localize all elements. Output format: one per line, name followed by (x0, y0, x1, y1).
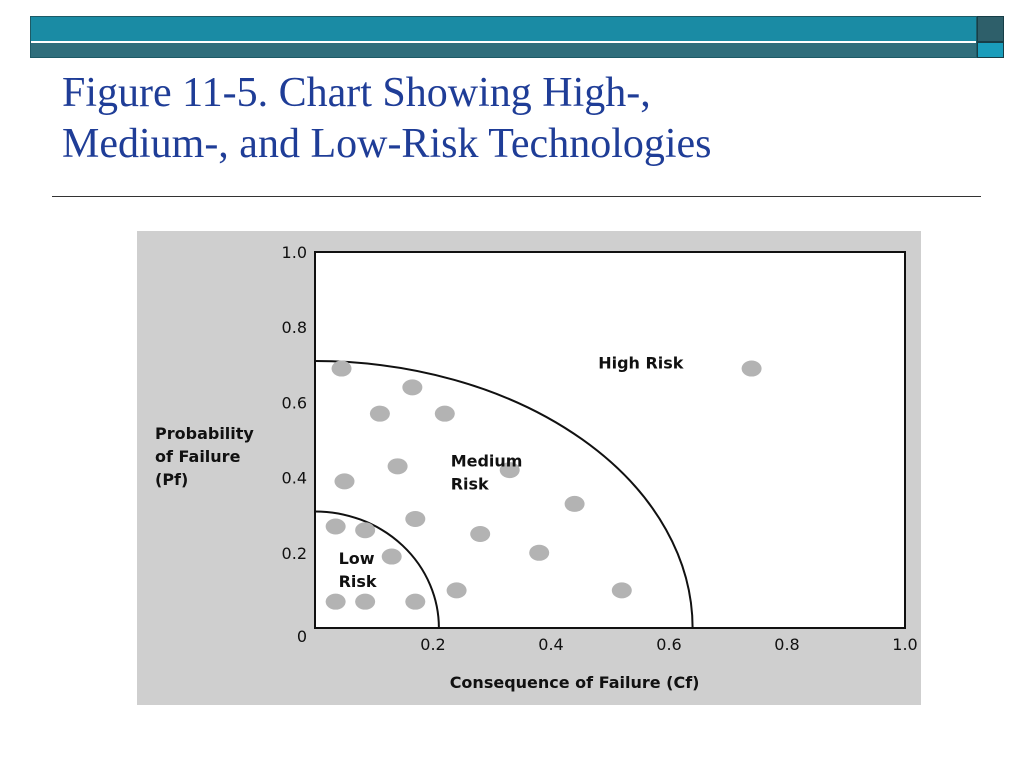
region-label: Medium Risk (451, 451, 523, 493)
x-tick-label: 0.4 (538, 635, 563, 654)
x-tick-label: 0.6 (656, 635, 681, 654)
y-axis-title-line: of Failure (155, 447, 241, 466)
data-point (369, 405, 390, 422)
x-tick-label: 0.8 (774, 635, 799, 654)
y-axis-title-line: Probability (155, 424, 254, 443)
header-bar (30, 16, 977, 58)
data-point (434, 405, 455, 422)
corner-block-light (977, 42, 1004, 58)
data-point (446, 582, 467, 599)
data-point (334, 473, 355, 490)
data-point (405, 510, 426, 527)
data-point (355, 522, 376, 539)
title-underline (52, 196, 981, 197)
data-point (325, 593, 346, 610)
x-tick-label: 0.2 (420, 635, 445, 654)
corner-block-dark (977, 16, 1004, 42)
region-label-line: Medium (451, 451, 523, 470)
risk-scatter-chart: Low Risk Medium Risk High Risk 0 0.2 0.4 0.6 0.8… (155, 243, 918, 692)
slide-title-line-2: Medium-, and Low-Risk Technologies (62, 121, 712, 167)
region-label-line: Risk (339, 572, 377, 591)
x-tick-label: 1.0 (892, 635, 917, 654)
low-risk-boundary (314, 510, 440, 629)
y-axis-title: Probability of Failure (Pf) (155, 424, 254, 489)
y-tick-label: 0.6 (282, 393, 307, 412)
region-label-line: Risk (451, 474, 489, 493)
data-point (381, 548, 402, 565)
region-label-line: Low (339, 549, 375, 568)
data-point (499, 462, 520, 479)
chart-panel: Low Risk Medium Risk High Risk 0 0.2 0.4 0.6 0.8… (137, 231, 921, 705)
plot-area (314, 251, 906, 629)
y-axis-title-line: (Pf) (155, 470, 188, 489)
region-label-line: High Risk (598, 354, 684, 373)
data-point (331, 360, 352, 377)
y-tick-label: 0 (297, 627, 307, 646)
slide-title-line-1: Figure 11-5. Chart Showing High-, (62, 70, 651, 116)
y-tick-label: 0.8 (282, 318, 307, 337)
data-point (402, 379, 423, 396)
data-point (355, 593, 376, 610)
slide-title: Figure 11-5. Chart Showing High-, Medium… (62, 68, 962, 170)
y-tick-label: 0.4 (282, 469, 307, 488)
y-tick-label: 0.2 (282, 544, 307, 563)
data-point (611, 582, 632, 599)
data-point (529, 544, 550, 561)
header-band-secondary (31, 43, 976, 57)
region-label: Low Risk (339, 549, 377, 591)
y-tick-label: 1.0 (282, 243, 307, 262)
data-point (470, 526, 491, 542)
medium-risk-boundary (314, 360, 694, 629)
region-label: High Risk (598, 354, 684, 373)
header-band-primary (31, 17, 976, 41)
data-point (387, 458, 408, 475)
data-point (325, 518, 346, 535)
x-axis-title: Consequence of Failure (Cf) (450, 673, 700, 692)
data-point (405, 593, 426, 610)
data-point (741, 360, 762, 377)
data-point (564, 495, 585, 512)
